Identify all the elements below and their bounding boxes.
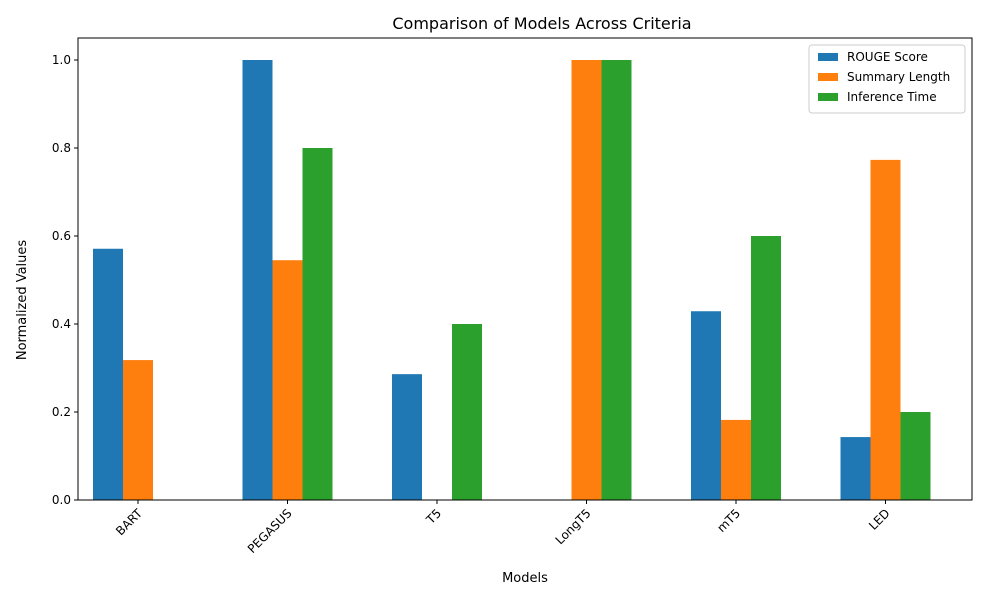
legend-label: Inference Time	[847, 90, 937, 104]
y-tick-label: 0.2	[52, 405, 71, 419]
bar-summary-length-pegasus	[272, 260, 303, 500]
bar-rouge-score-bart	[93, 248, 123, 500]
bar-inference-time-led	[900, 412, 931, 500]
bar-rouge-score-led	[840, 437, 871, 500]
chart-title: Comparison of Models Across Criteria	[392, 14, 691, 33]
y-tick-label: 1.0	[52, 53, 71, 67]
legend-box	[808, 44, 966, 114]
bar-rouge-score-pegasus	[242, 60, 273, 500]
y-ticks-group: 0.0 0.2 0.4 0.6 0.8 1.0	[52, 53, 78, 507]
y-tick-label: 0.0	[52, 493, 71, 507]
legend-label: Summary Length	[847, 70, 950, 84]
bar-rouge-score-mt5	[691, 311, 721, 500]
x-axis-label: Models	[502, 571, 548, 586]
y-tick-label: 0.4	[52, 317, 71, 331]
x-tick-label: PEGASUS	[245, 506, 295, 556]
legend-swatch	[818, 53, 838, 61]
x-tick-label: mT5	[714, 506, 743, 535]
x-tick-label: LED	[866, 506, 893, 533]
y-axis-label: Normalized Values	[15, 240, 30, 361]
bar-inference-time-t5	[452, 324, 482, 500]
bar-rouge-score-t5	[392, 374, 422, 500]
legend: ROUGE Score Summary Length Inference Time	[808, 44, 966, 114]
plot-frame	[77, 37, 973, 501]
x-tick-label: LongT5	[553, 506, 594, 547]
bar-summary-length-bart	[123, 360, 153, 500]
x-ticks-group: BART PEGASUS T5 LongT5 mT5 LED	[113, 500, 893, 556]
x-tick-label: T5	[423, 506, 444, 527]
legend-swatch	[818, 73, 838, 81]
bars-group	[93, 60, 931, 500]
y-tick-label: 0.6	[52, 229, 71, 243]
bar-summary-length-led	[870, 159, 901, 500]
legend-label: ROUGE Score	[847, 50, 928, 64]
legend-swatch	[818, 93, 838, 101]
bar-summary-length-longt5	[571, 60, 602, 500]
bar-summary-length-mt5	[721, 419, 751, 500]
bar-inference-time-pegasus	[302, 148, 333, 500]
y-tick-label: 0.8	[52, 141, 71, 155]
x-tick-label: BART	[113, 506, 145, 538]
bar-inference-time-longt5	[601, 60, 632, 500]
bar-inference-time-mt5	[751, 236, 781, 500]
